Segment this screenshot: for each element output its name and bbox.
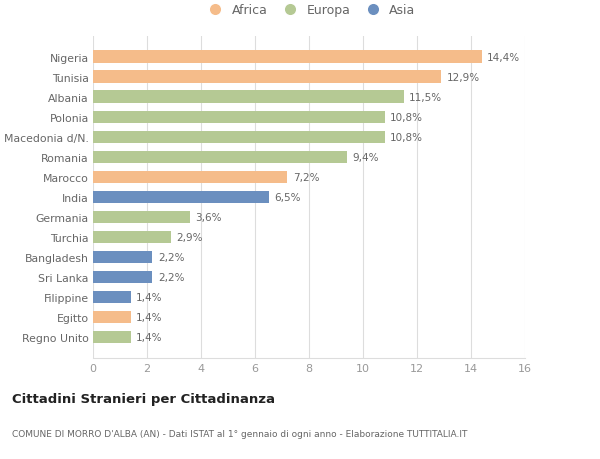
Bar: [93, 251, 152, 263]
Bar: [93, 91, 404, 104]
Text: 9,4%: 9,4%: [352, 152, 379, 162]
Text: 1,4%: 1,4%: [136, 332, 163, 342]
Bar: [93, 51, 482, 64]
Bar: [93, 331, 131, 343]
Text: 1,4%: 1,4%: [136, 292, 163, 302]
Bar: [93, 171, 287, 184]
Text: Cittadini Stranieri per Cittadinanza: Cittadini Stranieri per Cittadinanza: [12, 392, 275, 405]
Text: 10,8%: 10,8%: [390, 133, 423, 142]
Bar: [93, 151, 347, 163]
Text: 11,5%: 11,5%: [409, 92, 442, 102]
Bar: [93, 131, 385, 144]
Bar: [93, 271, 152, 284]
Bar: [93, 291, 131, 303]
Text: 14,4%: 14,4%: [487, 52, 520, 62]
Text: 1,4%: 1,4%: [136, 312, 163, 322]
Bar: [93, 191, 269, 203]
Text: 6,5%: 6,5%: [274, 192, 301, 202]
Text: 3,6%: 3,6%: [196, 213, 222, 222]
Text: COMUNE DI MORRO D'ALBA (AN) - Dati ISTAT al 1° gennaio di ogni anno - Elaborazio: COMUNE DI MORRO D'ALBA (AN) - Dati ISTAT…: [12, 429, 467, 438]
Text: 2,2%: 2,2%: [158, 252, 184, 262]
Text: 2,9%: 2,9%: [176, 232, 203, 242]
Bar: [93, 231, 172, 244]
Text: 7,2%: 7,2%: [293, 173, 319, 182]
Text: 2,2%: 2,2%: [158, 272, 184, 282]
Bar: [93, 71, 442, 84]
Bar: [93, 211, 190, 224]
Text: 12,9%: 12,9%: [446, 73, 480, 83]
Text: 10,8%: 10,8%: [390, 112, 423, 123]
Legend: Africa, Europa, Asia: Africa, Europa, Asia: [203, 5, 415, 17]
Bar: [93, 111, 385, 123]
Bar: [93, 311, 131, 324]
